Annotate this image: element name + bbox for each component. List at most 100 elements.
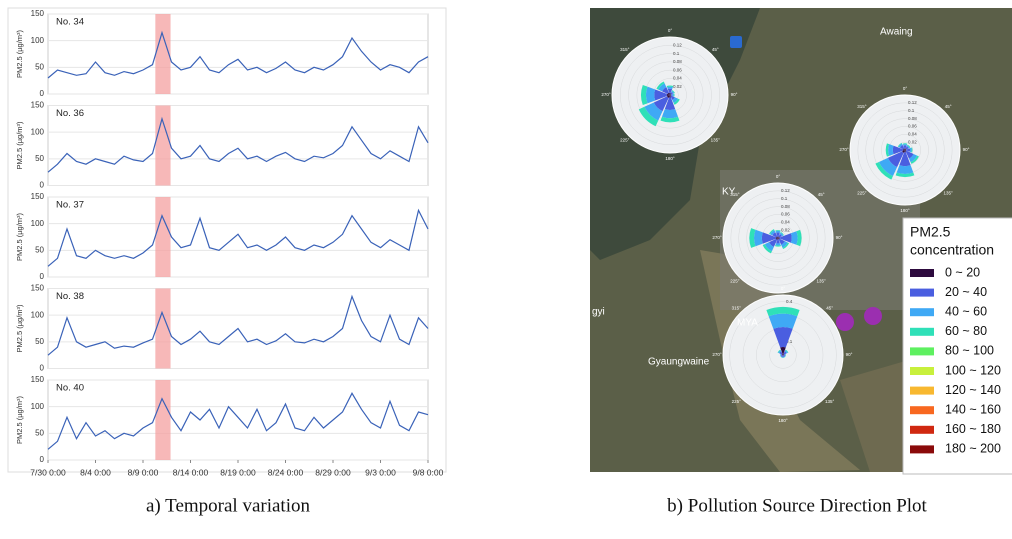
y-axis-label: PM2.5 (µg/m³) <box>15 121 24 170</box>
rose-direction: 135° <box>943 190 953 195</box>
rose-direction: 270° <box>601 92 611 97</box>
legend-swatch <box>910 328 934 336</box>
y-tick-label: 50 <box>35 154 44 163</box>
highlight <box>155 197 170 277</box>
x-tick-label: 8/24 0:00 <box>268 467 304 477</box>
rose-direction: 270° <box>839 147 849 152</box>
y-tick-label: 150 <box>31 9 45 18</box>
rose-tick-label: 0.08 <box>908 116 917 121</box>
rose-tick-label: 0.12 <box>781 188 790 193</box>
rose-tick-label: 0.12 <box>908 100 917 105</box>
legend-label: 140 ~ 160 <box>945 402 1001 416</box>
x-tick-label: 8/4 0:00 <box>80 467 111 477</box>
y-axis-label: PM2.5 (µg/m³) <box>15 395 24 444</box>
x-tick-label: 7/30 0:00 <box>30 467 66 477</box>
y-tick-label: 150 <box>31 375 45 384</box>
y-tick-label: 0 <box>40 89 45 98</box>
rose-tick-label: 0.06 <box>673 67 682 72</box>
rose-direction: 270° <box>712 352 722 357</box>
y-tick-label: 0 <box>40 364 45 373</box>
rose-direction: 225° <box>620 137 630 142</box>
rose-direction: 180° <box>778 418 788 423</box>
rose-tick-label: 0.08 <box>673 59 682 64</box>
rose-tick-label: 0.06 <box>781 212 790 217</box>
rose-direction: 0° <box>668 28 673 33</box>
legend-label: 120 ~ 140 <box>945 383 1001 397</box>
y-axis-label: PM2.5 (µg/m³) <box>15 29 24 78</box>
panel-title: No. 36 <box>56 108 84 119</box>
map-label: Awaing <box>880 27 913 38</box>
rose-segment <box>672 94 673 97</box>
legend-swatch <box>910 367 934 375</box>
x-tick-label: 8/19 0:00 <box>220 467 256 477</box>
y-tick-label: 100 <box>31 402 45 411</box>
rose-direction: 45° <box>818 192 825 197</box>
rose-tick-label: 0.04 <box>908 131 917 136</box>
map-label: gyi <box>592 307 605 318</box>
y-tick-label: 150 <box>31 284 45 293</box>
legend-title: PM2.5 <box>910 224 951 240</box>
rose-direction: 0° <box>781 286 786 291</box>
rose-tick-label: 0.04 <box>781 219 790 224</box>
legend-swatch <box>910 269 934 277</box>
caption: b) Pollution Source Direction Plot <box>667 495 927 516</box>
highlight <box>155 14 170 94</box>
x-tick-label: 9/8 0:00 <box>413 467 444 477</box>
rose-direction: 270° <box>712 235 722 240</box>
rose-direction: 315° <box>620 47 630 52</box>
rose-direction: 135° <box>816 278 826 283</box>
marker <box>836 313 854 331</box>
y-tick-label: 100 <box>31 310 45 319</box>
legend-label: 180 ~ 200 <box>945 442 1001 456</box>
legend-swatch <box>910 387 934 395</box>
y-tick-label: 50 <box>35 245 44 254</box>
rose-segment <box>662 109 678 118</box>
map-label: MYA <box>737 318 758 329</box>
rose-direction: 90° <box>846 352 853 357</box>
rose-direction: 45° <box>826 306 833 311</box>
rose-direction: 0° <box>776 174 781 179</box>
y-tick-label: 150 <box>31 192 45 201</box>
panel-title: No. 38 <box>56 291 84 302</box>
legend-label: 160 ~ 180 <box>945 422 1001 436</box>
y-tick-label: 0 <box>40 181 45 190</box>
rose-segment <box>791 231 798 245</box>
y-tick-label: 0 <box>40 272 45 281</box>
marker <box>864 307 882 325</box>
road-shield <box>730 36 742 48</box>
legend-label: 100 ~ 120 <box>945 363 1001 377</box>
rose-segment <box>646 87 655 104</box>
rose-tick-label: 0.06 <box>908 124 917 129</box>
rose-direction: 225° <box>732 399 742 404</box>
rose-direction: 0° <box>903 86 908 91</box>
legend-swatch <box>910 289 934 297</box>
legend-swatch <box>910 347 934 355</box>
y-tick-label: 150 <box>31 101 45 110</box>
rose-direction: 135° <box>711 137 721 142</box>
rose-direction: 90° <box>836 235 843 240</box>
rose-tick-label: 0.1 <box>908 108 915 113</box>
rose-segment <box>769 314 798 329</box>
rose-segment <box>775 243 780 245</box>
rose-segment <box>754 230 763 247</box>
rose-tick-label: 0.08 <box>781 204 790 209</box>
y-axis-label: PM2.5 (µg/m³) <box>15 212 24 261</box>
legend-swatch <box>910 308 934 316</box>
y-tick-label: 50 <box>35 62 44 71</box>
panel-title: No. 34 <box>56 17 84 28</box>
rose-direction: 45° <box>712 47 719 52</box>
rose-tick-label: 0.02 <box>673 84 682 89</box>
rose-tick-label: 0.12 <box>673 42 682 47</box>
map-label: KY <box>722 187 736 198</box>
legend-label: 20 ~ 40 <box>945 285 987 299</box>
rose-direction: 90° <box>963 147 970 152</box>
rose-tick-label: 0.02 <box>781 227 790 232</box>
legend-label: 80 ~ 100 <box>945 344 994 358</box>
map-label: Gyaungwaine <box>648 357 710 368</box>
rose-direction: 315° <box>857 104 867 109</box>
caption: a) Temporal variation <box>146 495 310 516</box>
highlight <box>155 106 170 186</box>
legend-label: 40 ~ 60 <box>945 304 987 318</box>
x-tick-label: 9/3 0:00 <box>365 467 396 477</box>
highlight <box>155 380 170 460</box>
